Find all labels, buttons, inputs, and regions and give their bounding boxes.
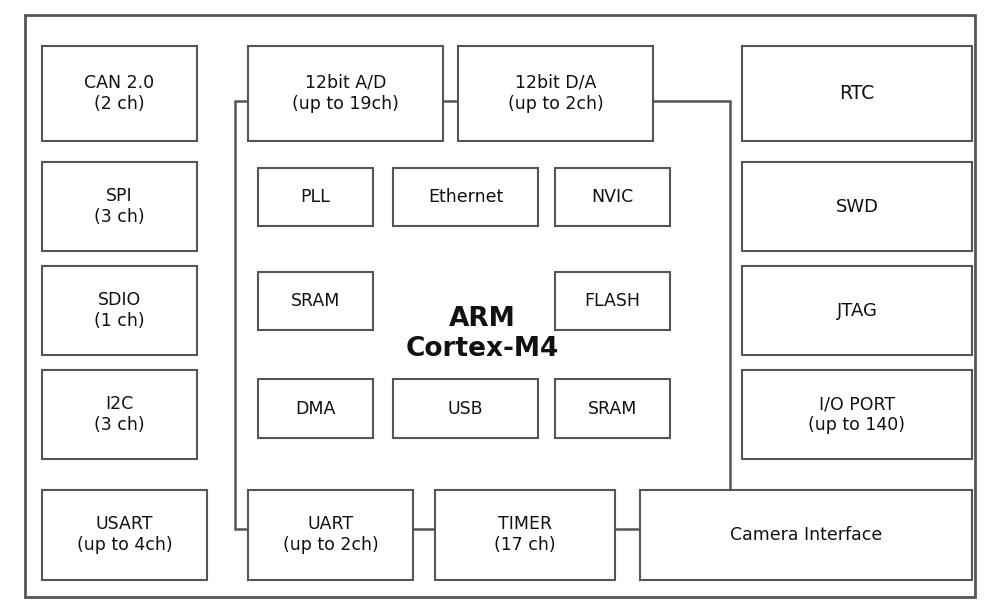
- Bar: [742, 370, 972, 459]
- Bar: [742, 46, 972, 141]
- Text: RTC: RTC: [839, 84, 875, 103]
- Bar: [248, 46, 443, 141]
- Bar: [742, 266, 972, 355]
- Text: SDIO
(1 ch): SDIO (1 ch): [94, 291, 145, 330]
- Bar: [248, 490, 413, 580]
- Bar: [42, 266, 197, 355]
- Text: UART
(up to 2ch): UART (up to 2ch): [283, 515, 378, 554]
- Bar: [42, 490, 207, 580]
- Bar: [42, 46, 197, 141]
- Bar: [555, 168, 670, 226]
- Bar: [640, 490, 972, 580]
- Text: I/O PORT
(up to 140): I/O PORT (up to 140): [808, 395, 906, 434]
- Bar: [458, 46, 653, 141]
- Text: I2C
(3 ch): I2C (3 ch): [94, 395, 145, 434]
- Text: CAN 2.0
(2 ch): CAN 2.0 (2 ch): [84, 74, 155, 113]
- Text: PLL: PLL: [301, 188, 330, 206]
- Bar: [393, 168, 538, 226]
- Text: SWD: SWD: [836, 198, 879, 215]
- Bar: [42, 162, 197, 251]
- Bar: [235, 101, 730, 529]
- Bar: [555, 379, 670, 438]
- Bar: [393, 379, 538, 438]
- Text: ARM
Cortex-M4: ARM Cortex-M4: [406, 305, 559, 362]
- Text: USB: USB: [448, 400, 483, 417]
- Bar: [742, 162, 972, 251]
- Bar: [258, 272, 373, 330]
- Bar: [42, 370, 197, 459]
- Text: TIMER
(17 ch): TIMER (17 ch): [494, 515, 556, 554]
- Text: Camera Interface: Camera Interface: [730, 526, 882, 544]
- Bar: [435, 490, 615, 580]
- Text: SRAM: SRAM: [291, 293, 340, 310]
- Text: 12bit D/A
(up to 2ch): 12bit D/A (up to 2ch): [508, 74, 603, 113]
- Text: SRAM: SRAM: [588, 400, 637, 417]
- Text: DMA: DMA: [295, 400, 336, 417]
- Text: 12bit A/D
(up to 19ch): 12bit A/D (up to 19ch): [292, 74, 399, 113]
- Text: JTAG: JTAG: [837, 302, 877, 319]
- Text: SPI
(3 ch): SPI (3 ch): [94, 187, 145, 226]
- Text: Ethernet: Ethernet: [428, 188, 503, 206]
- Bar: [555, 272, 670, 330]
- Bar: [258, 168, 373, 226]
- Text: NVIC: NVIC: [591, 188, 634, 206]
- Text: USART
(up to 4ch): USART (up to 4ch): [77, 515, 172, 554]
- Text: FLASH: FLASH: [584, 293, 640, 310]
- Bar: [258, 379, 373, 438]
